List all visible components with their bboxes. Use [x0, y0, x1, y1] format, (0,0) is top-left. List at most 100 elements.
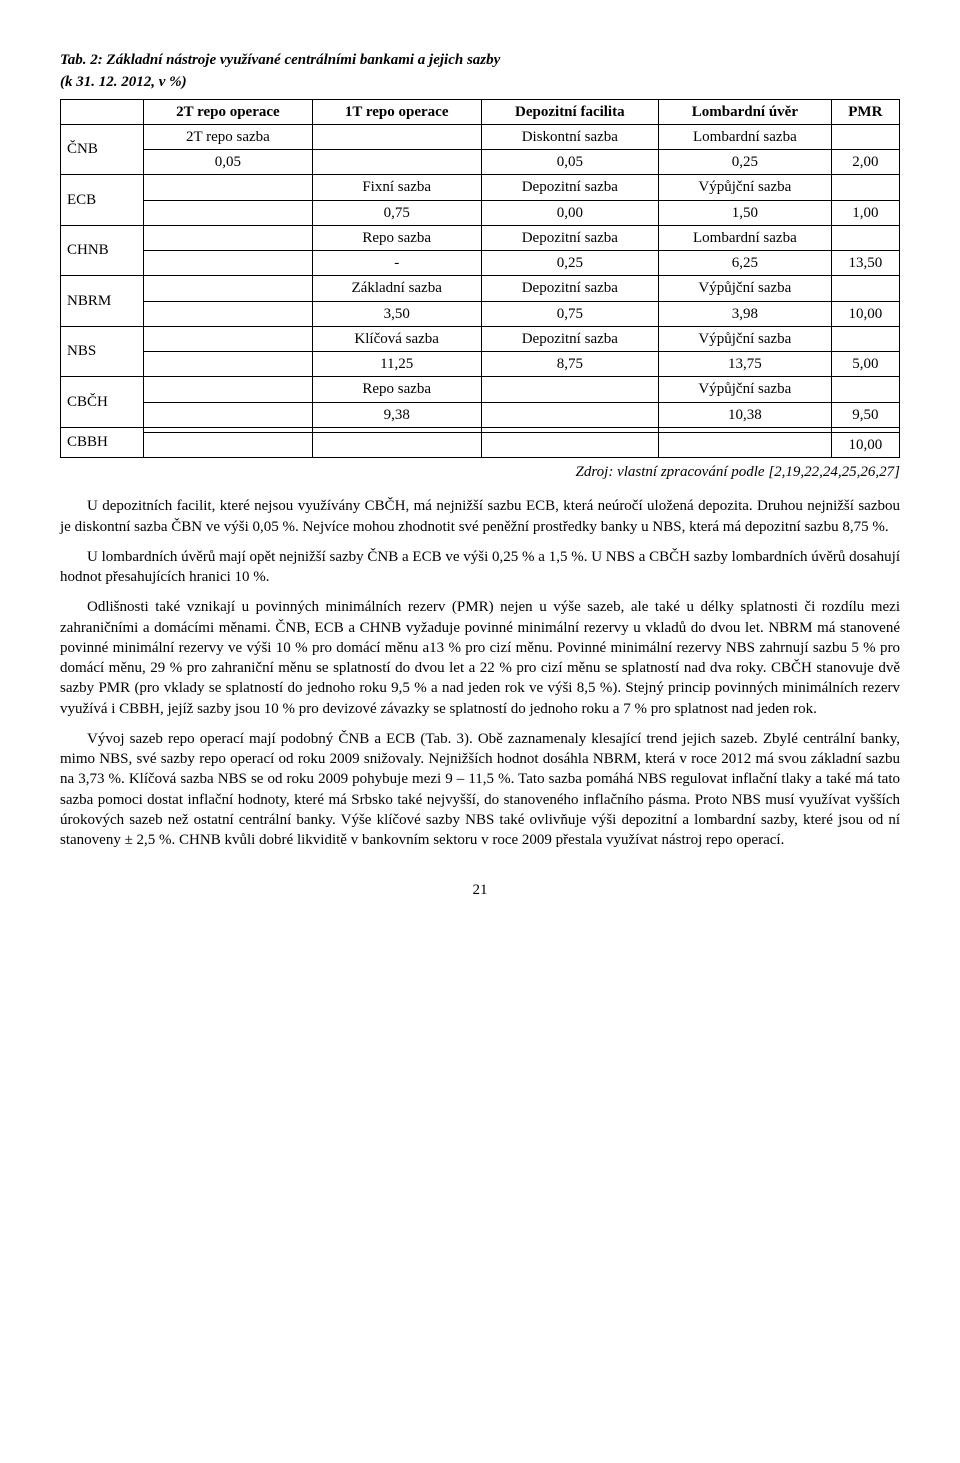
- th-pmr: PMR: [831, 99, 899, 124]
- bank-chnb: CHNB: [61, 225, 144, 276]
- cell-value: [481, 402, 658, 427]
- cell-value: 9,38: [312, 402, 481, 427]
- cell-value: 0,25: [481, 251, 658, 276]
- table-row: CBČH Repo sazba Výpůjční sazba: [61, 377, 900, 402]
- paragraph: Vývoj sazeb repo operací mají podobný ČN…: [60, 729, 900, 851]
- paragraph: U depozitních facilit, které nejsou využ…: [60, 496, 900, 537]
- cell-value: 0,25: [659, 150, 832, 175]
- th-lombardni: Lombardní úvěr: [659, 99, 832, 124]
- table-row: NBS Klíčová sazba Depozitní sazba Výpůjč…: [61, 326, 900, 351]
- bank-cnb: ČNB: [61, 124, 144, 175]
- cell-value: 0,75: [312, 200, 481, 225]
- cell-value: 8,75: [481, 352, 658, 377]
- cell-label: [144, 377, 313, 402]
- cell-label: [144, 326, 313, 351]
- cell-value: [144, 432, 313, 457]
- paragraph: Odlišnosti také vznikají u povinných min…: [60, 597, 900, 719]
- cell-label: Výpůjční sazba: [659, 326, 832, 351]
- cell-label: Repo sazba: [312, 377, 481, 402]
- cell-value: [144, 200, 313, 225]
- cell-value: 10,38: [659, 402, 832, 427]
- cell-value: [144, 301, 313, 326]
- cell-label: [144, 175, 313, 200]
- cell-label: [831, 377, 899, 402]
- th-depozitni: Depozitní facilita: [481, 99, 658, 124]
- cell-value: [312, 150, 481, 175]
- cell-label: Depozitní sazba: [481, 175, 658, 200]
- cell-label: Klíčová sazba: [312, 326, 481, 351]
- cell-value: 1,00: [831, 200, 899, 225]
- bank-nbs: NBS: [61, 326, 144, 377]
- cell-label: [831, 175, 899, 200]
- bank-ecb: ECB: [61, 175, 144, 226]
- cell-value: [144, 402, 313, 427]
- cell-label: [144, 225, 313, 250]
- table-row: NBRM Základní sazba Depozitní sazba Výpů…: [61, 276, 900, 301]
- cell-label: Depozitní sazba: [481, 225, 658, 250]
- cell-value: 1,50: [659, 200, 832, 225]
- table-caption-line2: (k 31. 12. 2012, v %): [60, 72, 900, 92]
- cell-value: 6,25: [659, 251, 832, 276]
- paragraph: U lombardních úvěrů mají opět nejnižší s…: [60, 547, 900, 588]
- cell-label: Fixní sazba: [312, 175, 481, 200]
- th-2t-repo: 2T repo operace: [144, 99, 313, 124]
- cell-value: 13,75: [659, 352, 832, 377]
- cell-value: [481, 432, 658, 457]
- cell-value: [312, 432, 481, 457]
- cell-label: [831, 124, 899, 149]
- cell-value: 13,50: [831, 251, 899, 276]
- bank-nbrm: NBRM: [61, 276, 144, 327]
- cell-value: [659, 432, 832, 457]
- cell-value: 10,00: [831, 301, 899, 326]
- cell-label: [831, 326, 899, 351]
- table-header-row: 2T repo operace 1T repo operace Depozitn…: [61, 99, 900, 124]
- cell-value: 0,05: [144, 150, 313, 175]
- table-row: ECB Fixní sazba Depozitní sazba Výpůjční…: [61, 175, 900, 200]
- th-1t-repo: 1T repo operace: [312, 99, 481, 124]
- cell-label: Výpůjční sazba: [659, 276, 832, 301]
- cell-label: Depozitní sazba: [481, 326, 658, 351]
- cell-value: [144, 352, 313, 377]
- cell-label: Lombardní sazba: [659, 124, 832, 149]
- cell-label: Základní sazba: [312, 276, 481, 301]
- cell-value: 0,75: [481, 301, 658, 326]
- th-blank: [61, 99, 144, 124]
- cell-label: Diskontní sazba: [481, 124, 658, 149]
- table-row: 0,05 0,05 0,25 2,00: [61, 150, 900, 175]
- table-row: ČNB 2T repo sazba Diskontní sazba Lombar…: [61, 124, 900, 149]
- cell-label: 2T repo sazba: [144, 124, 313, 149]
- cell-value: 0,00: [481, 200, 658, 225]
- cell-label: [831, 225, 899, 250]
- table-row: CHNB Repo sazba Depozitní sazba Lombardn…: [61, 225, 900, 250]
- table-caption-line1: Tab. 2: Základní nástroje využívané cent…: [60, 50, 900, 70]
- cell-value: 3,98: [659, 301, 832, 326]
- cell-value: [144, 251, 313, 276]
- bank-cbch: CBČH: [61, 377, 144, 428]
- cell-value: 9,50: [831, 402, 899, 427]
- cell-value: 10,00: [831, 432, 899, 457]
- table-row: 0,75 0,00 1,50 1,00: [61, 200, 900, 225]
- cell-label: Depozitní sazba: [481, 276, 658, 301]
- cell-value: 5,00: [831, 352, 899, 377]
- page-number: 21: [60, 880, 900, 900]
- table-row: 10,00: [61, 432, 900, 457]
- cell-label: Repo sazba: [312, 225, 481, 250]
- cell-label: [312, 124, 481, 149]
- table-row: 3,50 0,75 3,98 10,00: [61, 301, 900, 326]
- cell-label: [831, 276, 899, 301]
- bank-cbbh: CBBH: [61, 427, 144, 457]
- table-row: 9,38 10,38 9,50: [61, 402, 900, 427]
- table-source: Zdroj: vlastní zpracování podle [2,19,22…: [60, 462, 900, 482]
- cell-value: 11,25: [312, 352, 481, 377]
- cell-label: [144, 276, 313, 301]
- cell-label: Lombardní sazba: [659, 225, 832, 250]
- table-row: 11,25 8,75 13,75 5,00: [61, 352, 900, 377]
- cell-value: 2,00: [831, 150, 899, 175]
- cell-label: [481, 377, 658, 402]
- cell-label: Výpůjční sazba: [659, 175, 832, 200]
- instruments-table: 2T repo operace 1T repo operace Depozitn…: [60, 99, 900, 459]
- cell-value: 0,05: [481, 150, 658, 175]
- cell-value: 3,50: [312, 301, 481, 326]
- table-row: - 0,25 6,25 13,50: [61, 251, 900, 276]
- cell-value: -: [312, 251, 481, 276]
